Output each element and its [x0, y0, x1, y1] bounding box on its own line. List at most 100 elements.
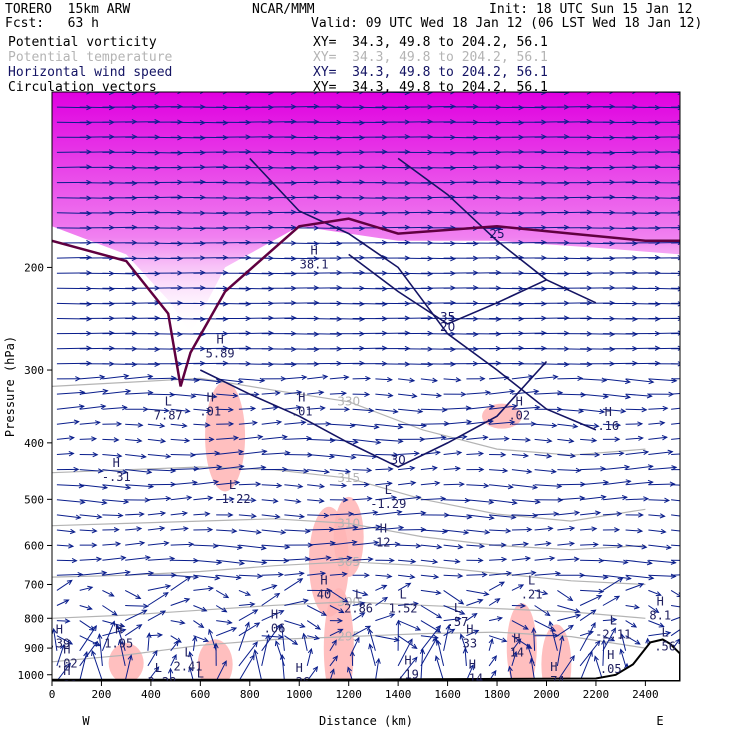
extremum-kind: L — [662, 626, 669, 640]
vector-shaft — [420, 408, 447, 411]
vector-shaft — [329, 318, 364, 320]
vector-shaft — [625, 302, 660, 305]
vector-head — [71, 557, 78, 564]
vector-head — [500, 542, 507, 548]
extremum-kind: H — [56, 623, 63, 637]
vector-shaft — [534, 484, 562, 487]
vector-head — [136, 437, 143, 444]
vector-head — [450, 103, 457, 110]
vector-head — [701, 256, 706, 260]
vector-shaft — [307, 499, 324, 502]
vector-shaft — [443, 625, 450, 651]
vector-head — [336, 135, 343, 141]
theta-line — [52, 631, 646, 663]
vector-shaft — [125, 572, 154, 576]
vector-head — [338, 608, 345, 614]
vector-shaft — [489, 212, 524, 214]
vector-shaft — [534, 469, 556, 473]
vector-shaft — [116, 625, 126, 651]
vector-head — [341, 390, 348, 397]
vector-head — [409, 465, 416, 471]
vector-shaft — [79, 197, 114, 199]
vector-head — [213, 479, 220, 485]
vector-head — [318, 498, 325, 504]
vector-head — [646, 560, 653, 566]
vector-head — [101, 499, 108, 506]
vector-shaft — [102, 571, 130, 576]
vector-head — [228, 421, 235, 427]
vector-shaft — [79, 287, 114, 290]
vector-head — [411, 393, 418, 399]
vector-head — [647, 464, 654, 470]
vector-shaft — [489, 499, 517, 504]
field-label-theta: Potential temperature — [8, 50, 173, 65]
vector-head — [677, 345, 680, 351]
field-label-pv: Potential vorticity — [8, 35, 157, 50]
vector-shaft — [261, 392, 280, 395]
vector-head — [208, 436, 215, 442]
vector-shaft — [420, 649, 424, 681]
extremum-kind: H — [605, 405, 612, 419]
vector-head — [450, 300, 457, 306]
vector-shaft — [170, 378, 199, 381]
vector-head — [619, 648, 625, 655]
vector-shaft — [602, 318, 637, 320]
vector-head — [179, 619, 186, 625]
vector-head — [329, 453, 336, 460]
vector-shaft — [193, 513, 210, 516]
vector-shaft — [170, 640, 179, 652]
vector-shaft — [352, 526, 381, 531]
vector-head — [491, 669, 497, 676]
vector-shaft — [329, 454, 356, 458]
vector-shaft — [375, 574, 392, 577]
vector-head — [77, 571, 84, 578]
vector-shaft — [648, 106, 680, 109]
vector-shaft — [511, 438, 530, 441]
vector-shaft — [216, 498, 234, 501]
vector-head — [257, 434, 264, 440]
vector-head — [526, 468, 533, 474]
vector-shaft — [466, 484, 489, 487]
pv-anomaly-blob — [108, 643, 144, 681]
vector-head — [131, 92, 138, 96]
vector-shaft — [397, 639, 413, 667]
vector-shaft — [216, 437, 238, 440]
vector-head — [278, 572, 284, 578]
vector-head — [405, 582, 412, 588]
vector-shaft — [125, 454, 146, 458]
vector-shaft — [56, 579, 73, 591]
vector-shaft — [53, 628, 58, 651]
vector-head — [609, 150, 616, 156]
vector-shaft — [170, 468, 199, 471]
vector-head — [279, 653, 286, 660]
vector-head — [686, 436, 691, 440]
vector-head — [414, 625, 422, 631]
vector-shaft — [284, 499, 301, 503]
vector-shaft — [625, 393, 652, 397]
vector-head — [108, 239, 115, 246]
vector-head — [244, 621, 250, 628]
vector-shaft — [602, 627, 616, 652]
vector-head — [336, 285, 343, 291]
vector-shaft — [261, 574, 283, 576]
extremum-value: .21 — [521, 587, 543, 601]
vector-head — [154, 270, 161, 277]
vector-shaft — [352, 469, 372, 471]
init-time: Init: 18 UTC Sun 15 Jan 12 — [489, 2, 693, 17]
vector-shaft — [580, 543, 598, 546]
vector-head — [94, 420, 101, 426]
vector-shaft — [216, 481, 240, 486]
vector-shaft — [443, 589, 464, 605]
vector-shaft — [216, 620, 232, 624]
vector-shaft — [580, 512, 601, 516]
vector-head — [654, 301, 661, 307]
vector-shaft — [102, 454, 122, 457]
vector-shaft — [352, 637, 360, 652]
vector-shaft — [437, 640, 445, 667]
vector-head — [116, 453, 123, 459]
vector-head — [268, 271, 275, 277]
vector-head — [349, 422, 356, 429]
vector-head — [116, 421, 123, 427]
vector-shaft — [284, 514, 304, 518]
vector-shaft — [238, 136, 273, 138]
